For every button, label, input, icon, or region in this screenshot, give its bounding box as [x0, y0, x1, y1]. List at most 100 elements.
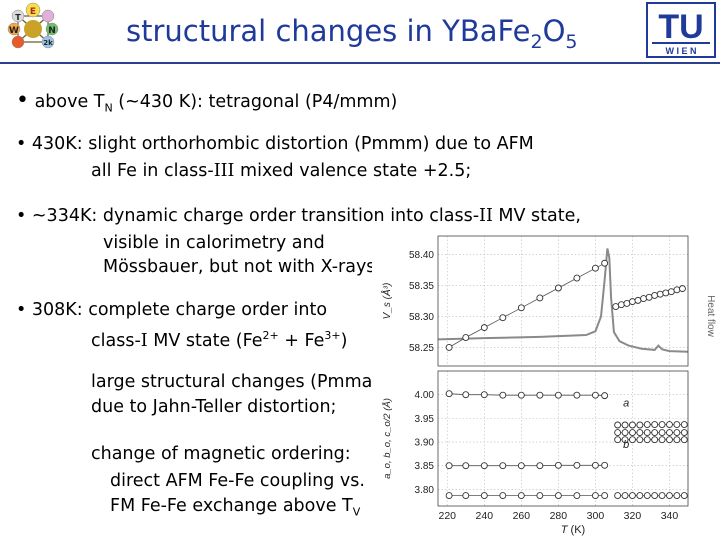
lattice-series-1-point: [680, 421, 688, 428]
text-line: direct AFM Fe-Fe coupling vs.: [110, 471, 365, 491]
lattice-series-0-point: [591, 391, 599, 399]
lattice-series-4-point: [554, 461, 562, 469]
x-tick-label: 300: [587, 510, 605, 522]
y-tick-label: 3.80: [415, 485, 435, 496]
lattice-series-3-point: [643, 436, 651, 444]
lattice-series-3-point: [636, 436, 644, 444]
x-tick-label: 240: [476, 510, 494, 522]
volume-low-point: [517, 304, 525, 312]
volume-low-point: [499, 314, 507, 322]
volume-high-point: [645, 293, 653, 301]
volume-high-point: [667, 288, 675, 296]
lattice-series-1-point: [614, 421, 622, 429]
lattice-series-6-point: [680, 492, 688, 500]
lattice-series-1-point: [673, 421, 681, 428]
lattice-series-5-point: [517, 492, 525, 500]
lattice-series-0-point: [536, 391, 544, 399]
lattice-series-1-point: [628, 421, 636, 429]
lattice-series-5-point: [591, 492, 599, 500]
lattice-series-3-point: [658, 436, 666, 444]
lattice-series-0-point: [480, 391, 488, 399]
volume-high-point: [640, 295, 648, 302]
x-tick-label: 340: [661, 510, 679, 522]
lattice-series-4-point: [517, 462, 525, 470]
structure-chart: 58.40 58.35 58.30 58.25 4.00 3.95 3.90 3.85 3.80…: [372, 228, 720, 540]
slide-title: structural changes in YBaFe2O5: [126, 14, 578, 53]
lattice-series-6-point: [621, 492, 629, 500]
lattice-series-3-point: [614, 436, 622, 444]
lattice-series-6-point: [673, 492, 681, 500]
svg-text:TU: TU: [658, 8, 703, 46]
lattice-series-5-point: [445, 492, 453, 500]
lattice-series-0-point: [517, 391, 525, 399]
lattice-series-0-point: [601, 392, 609, 400]
text-line: class-I MV state (Fe2+ + Fe3+): [91, 329, 348, 351]
volume-low-point: [480, 324, 488, 332]
text-line: visible in calorimetry and: [103, 233, 325, 253]
y-tick-label: 58.30: [409, 312, 434, 323]
lattice-series-3-point: [666, 436, 673, 444]
lattice-series-6-point: [628, 492, 636, 500]
lattice-series-6-point: [666, 492, 673, 500]
lattice-series-4-point: [591, 461, 599, 469]
lattice-series-4-point: [480, 462, 488, 470]
y-tick-label: 4.00: [415, 390, 435, 401]
text-line: FM Fe-Fe exchange above TV: [110, 496, 361, 519]
lattice-series-1-point: [658, 421, 666, 428]
volume-low-point: [573, 274, 581, 282]
volume-low-point: [591, 264, 599, 272]
bullet-308k: • 308K: complete charge order into: [16, 300, 328, 320]
lattice-series-2-point: [673, 429, 681, 437]
bullet-334k: • ~334K: dynamic charge order transition…: [16, 206, 581, 226]
volume-high-point: [678, 285, 686, 293]
y-tick-label: 58.35: [409, 281, 434, 292]
x-axis-label: T (K): [561, 524, 585, 536]
lattice-series-0-line: [449, 393, 605, 396]
x-tick-label: 260: [513, 510, 531, 522]
lattice-series-0-point: [445, 390, 453, 398]
lattice-series-5-point: [480, 492, 488, 500]
lattice-series-2-point: [658, 429, 666, 437]
y-tick-label: 3.90: [415, 438, 435, 449]
lattice-series-1-line: [617, 424, 685, 426]
title-rule: [0, 62, 720, 64]
volume-low-point: [554, 284, 562, 292]
volume-low-point: [536, 294, 544, 302]
lattice-series-2-point: [666, 429, 673, 437]
volume-high-point: [651, 291, 659, 299]
volume-low-line: [448, 262, 605, 348]
x-tick-label: 220: [438, 510, 456, 522]
lattice-series-6-point: [643, 492, 651, 500]
lattice-series-4-point: [462, 462, 470, 470]
bottom-panel-frame: [437, 370, 689, 507]
bullet-430k: • 430K: slight orthorhombic distortion (…: [16, 134, 534, 154]
text-line: all Fe in class-III mixed valence state …: [91, 161, 472, 181]
top-y-axis-label: V_s (Å³): [380, 283, 393, 320]
volume-high-point: [662, 289, 670, 297]
lattice-series-6-point: [651, 492, 659, 500]
lattice-series-4-point: [445, 462, 453, 470]
top-panel-frame: [437, 235, 689, 367]
lattice-series-5-point: [601, 492, 609, 500]
lattice-series-2-point: [614, 429, 622, 437]
lattice-series-0-point: [554, 391, 562, 399]
logo-letter: E: [30, 7, 36, 17]
lattice-series-3-point: [680, 436, 688, 444]
lattice-series-1-point: [621, 421, 629, 429]
heat-flow-label: Heat flow: [705, 295, 716, 337]
lattice-series-4-point: [499, 462, 507, 470]
lattice-series-3-point: [673, 436, 681, 444]
text-line: large structural changes (Pmma): [91, 372, 380, 392]
lattice-series-6-point: [658, 492, 666, 500]
bullet-above-tn: • above TN (~430 K): tetragonal (P4/mmm): [16, 88, 398, 115]
volume-low-point: [445, 343, 453, 351]
lattice-series-5-point: [573, 492, 581, 500]
lattice-series-4-point: [573, 461, 581, 469]
logo-letter: N: [48, 26, 56, 36]
lattice-series-3-point: [621, 436, 629, 444]
lattice-series-5-point: [462, 492, 470, 500]
volume-high-point: [617, 301, 625, 309]
y-tick-label: 3.85: [415, 461, 435, 472]
annotation-label: a: [623, 398, 629, 410]
wien2k-logo: E T W N 2k: [7, 2, 59, 49]
